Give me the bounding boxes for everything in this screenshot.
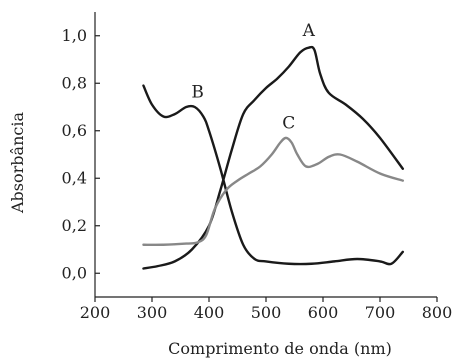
x-tick-label: 800 [422,303,453,322]
curve-label-b: B [191,83,204,103]
curve-label-a: A [302,21,316,41]
series-line-c [142,136,404,247]
series-line-a [142,45,404,270]
series-layer [142,45,404,270]
x-axis-title: Comprimento de onda (nm) [168,339,392,358]
x-tick-label: 500 [251,303,282,322]
x-tick-label: 600 [308,303,339,322]
x-tick-label: 200 [80,303,111,322]
y-axis-title: Absorbância [8,112,27,214]
x-tick-label: 400 [194,303,225,322]
x-tick-label: 300 [137,303,168,322]
y-tick-label: 0,0 [62,263,87,282]
y-tick-label: 0,2 [62,216,87,235]
y-tick-label: 0,6 [62,121,87,140]
axes [94,12,437,298]
curve-label-c: C [282,113,295,133]
curve-labels: A B C [191,21,315,134]
y-tick-label: 1,0 [62,26,87,45]
series-line-b [142,84,404,266]
x-tick-label: 700 [365,303,396,322]
ticks: 200 300 400 500 600 700 800 0,0 0,2 0,4 0,6 0,8 1,0 [62,26,453,322]
y-tick-label: 0,4 [62,168,87,187]
y-tick-label: 0,8 [62,73,87,92]
